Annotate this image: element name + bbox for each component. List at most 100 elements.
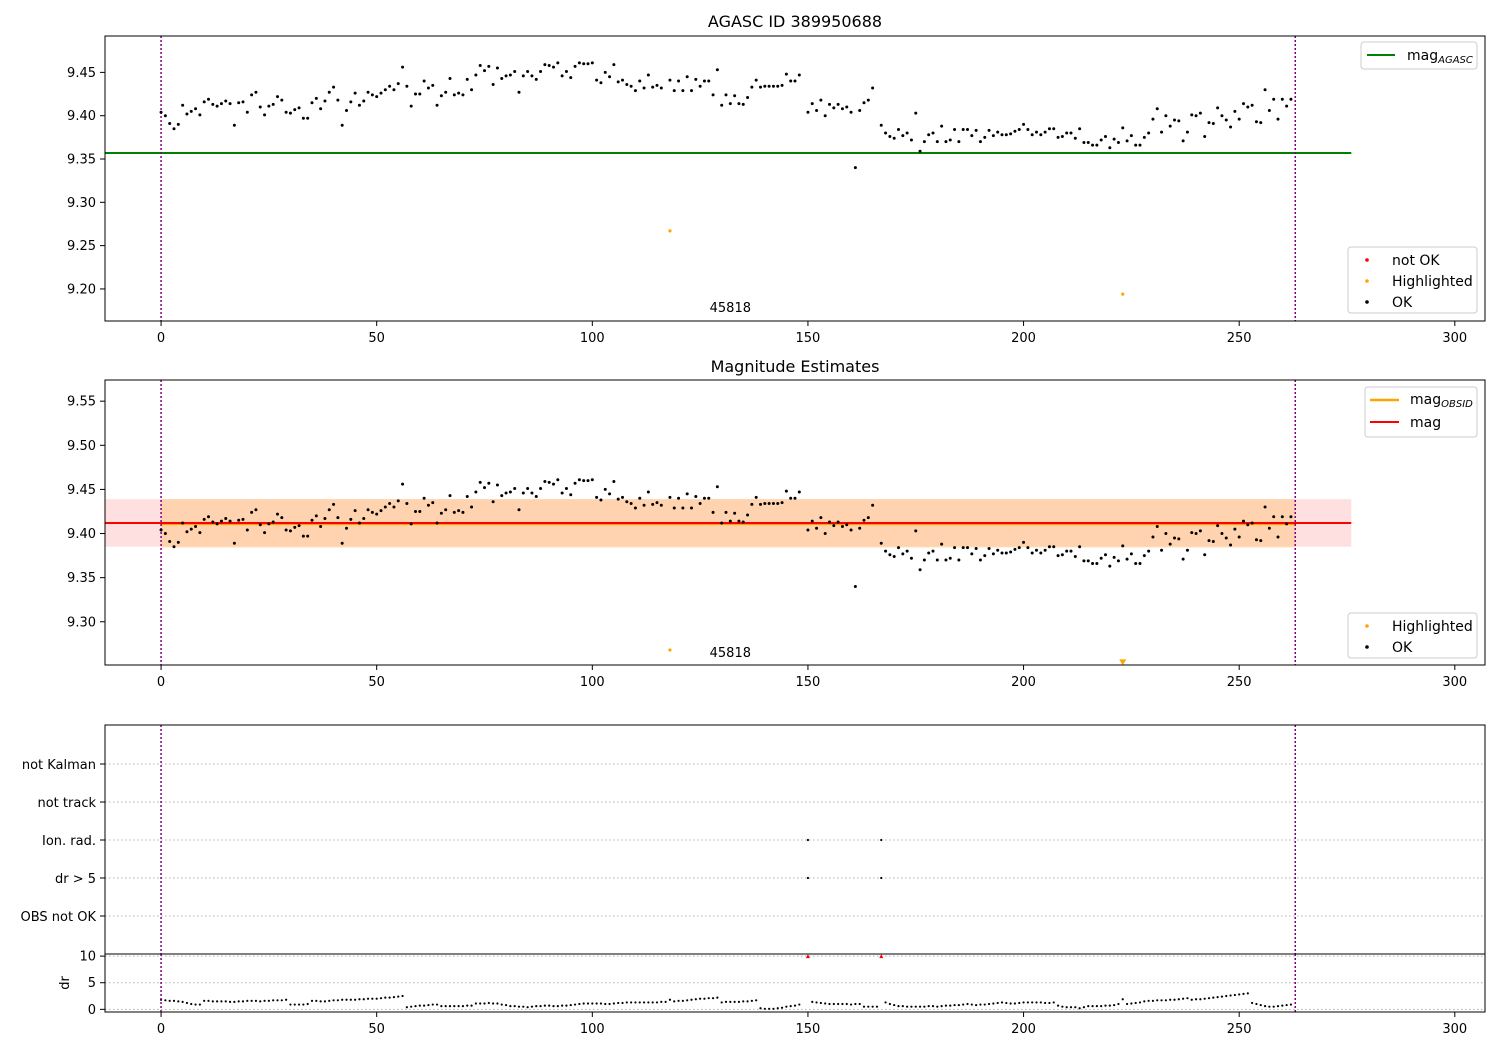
ok-point [1065,549,1069,553]
ok-point [1259,121,1263,125]
ok-point [1121,544,1125,548]
dr-x-tick-label: 150 [796,1022,821,1037]
dr-point [1013,1002,1017,1005]
ok-point [633,506,637,510]
ok-point [207,97,210,101]
ok-point [1026,128,1030,132]
ok-point [319,107,323,111]
ok-point [1009,550,1013,554]
ok-point [996,548,1000,552]
ok-point [297,106,301,110]
legend-ok-label: OK [1392,295,1413,311]
ok-point [888,134,892,138]
ok-point [1138,143,1142,147]
ok-point [715,485,719,489]
offscale-marker [1119,659,1127,666]
ok-point [940,124,944,128]
ok-point [1026,546,1030,550]
ok-point [1039,551,1043,555]
ok-point [448,76,452,80]
dr-x-tick-label: 300 [1442,1022,1467,1037]
ok-point [1099,138,1103,142]
ok-point [194,107,198,111]
ok-point [845,105,849,109]
ok-point [1147,131,1151,135]
ok-point [370,510,374,514]
ok-point [1108,564,1112,568]
dr-point [220,1000,223,1003]
ok-point [198,113,202,117]
dr-point [354,998,357,1001]
ok-point [250,510,254,514]
ok-point [793,496,797,500]
ok-point [681,506,685,510]
x-tick-label: 250 [1227,331,1252,346]
dr-point [992,1002,995,1005]
panel-magnitude-frame [104,379,1486,666]
ok-point [280,516,284,520]
dr-point [543,1004,546,1007]
flag-row-label: Ion. rad. [42,834,96,849]
ok-point [258,105,262,109]
dr-point [1216,996,1219,999]
dr-point [539,1005,542,1008]
ok-point [370,93,374,97]
ok-point [1229,543,1233,547]
dr-point [1048,1001,1051,1005]
ok-point [534,77,538,81]
ok-point [1030,133,1034,137]
ok-point [996,130,1000,134]
ok-point [362,517,366,521]
ok-point [349,517,353,521]
dr-point [578,1002,581,1006]
ok-point [284,528,288,532]
ok-point [767,502,771,506]
dr-point [1199,998,1202,1001]
dr-point [901,1005,904,1008]
dr-point [1220,995,1224,998]
ok-point [677,79,681,83]
dr-point [699,997,702,1000]
legend-lower-agasc-box [1347,246,1478,314]
ok-point [245,110,249,114]
x-tick-label: 300 [1442,675,1467,690]
ok-point [1091,143,1095,147]
ok-point [1043,548,1047,552]
ok-point [810,102,814,106]
ok-point [836,102,840,106]
panel-agasc: AGASC ID 389950688 9.20 9.25 9.30 9.35 9.40 9… [67,12,1486,346]
ok-point [987,547,991,551]
dr-point [914,1005,917,1008]
ok-point [198,531,202,535]
ok-point [944,558,948,562]
dr-point [332,999,335,1002]
x-tick-label: 100 [580,331,605,346]
ok-point [439,511,443,515]
dr-point [1147,999,1150,1002]
dr-point [405,1006,408,1009]
x-tick-label: 150 [796,675,821,690]
dr-point [1177,998,1180,1001]
ok-point [1116,141,1120,145]
ok-point [1164,114,1168,118]
dr-point [1100,1005,1103,1008]
dr-point [819,1001,822,1005]
ok-point [957,140,961,144]
ok-point [332,502,336,506]
dr-point [1078,1007,1081,1010]
ok-point [340,541,344,545]
dr-x-tick-label: 100 [580,1022,605,1037]
ok-point [1190,531,1194,535]
legend-lower-magnitude-box [1347,612,1478,659]
x-tick-label: 0 [157,675,165,690]
ok-point [547,480,551,484]
ok-point [759,502,762,506]
dr-point [448,1005,452,1008]
ok-point [603,70,607,74]
ok-point [426,503,430,507]
ok-point [987,128,991,132]
ok-point [375,512,379,516]
dr-point [793,1004,797,1007]
dr-point [586,1002,590,1005]
ok-point [1160,548,1164,552]
